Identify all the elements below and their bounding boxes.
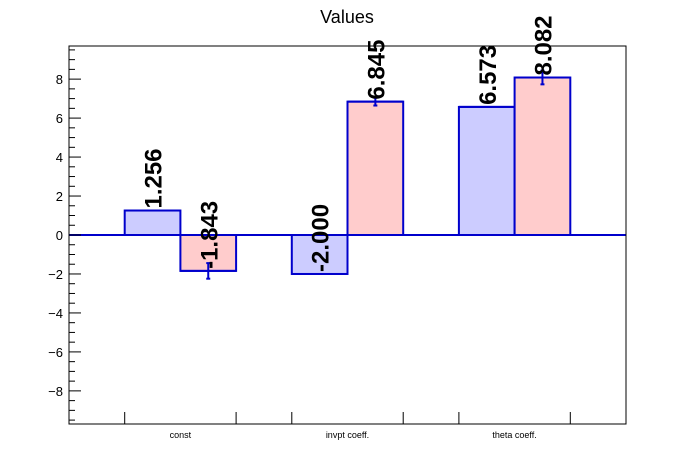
y-tick-label: 4	[56, 150, 63, 165]
x-tick-label: theta coeff.	[492, 430, 536, 440]
y-tick-label: −6	[48, 345, 63, 360]
bar	[123, 209, 182, 236]
y-tick-label: 8	[56, 72, 63, 87]
y-tick-label: −8	[48, 384, 63, 399]
y-tick-label: −4	[48, 306, 63, 321]
x-tick-label: invpt coeff.	[326, 430, 369, 440]
chart-title: Values	[320, 7, 374, 27]
y-tick-label: −2	[48, 267, 63, 282]
data-label: 8.082	[530, 15, 557, 75]
bars-layer	[123, 69, 572, 280]
y-tick-label: 2	[56, 189, 63, 204]
data-label: 6.845	[363, 40, 390, 100]
y-tick-label: 0	[56, 228, 63, 243]
data-label: 6.573	[475, 45, 502, 105]
data-label: 1.256	[141, 148, 168, 208]
y-tick-label: 6	[56, 111, 63, 126]
x-axis: const invpt coeff. theta coeff.	[124, 412, 571, 440]
data-label: -1.843	[196, 201, 223, 269]
bar	[346, 100, 405, 236]
data-label: -2.000	[308, 204, 335, 272]
bar	[513, 76, 572, 236]
x-tick-label: const	[170, 430, 192, 440]
bar	[457, 105, 516, 236]
data-labels: 1.256 -1.843 -2.000 6.845 6.573 8.082	[141, 15, 558, 272]
y-axis: −8 −6 −4 −2 0 2 4 6 8	[48, 49, 81, 421]
